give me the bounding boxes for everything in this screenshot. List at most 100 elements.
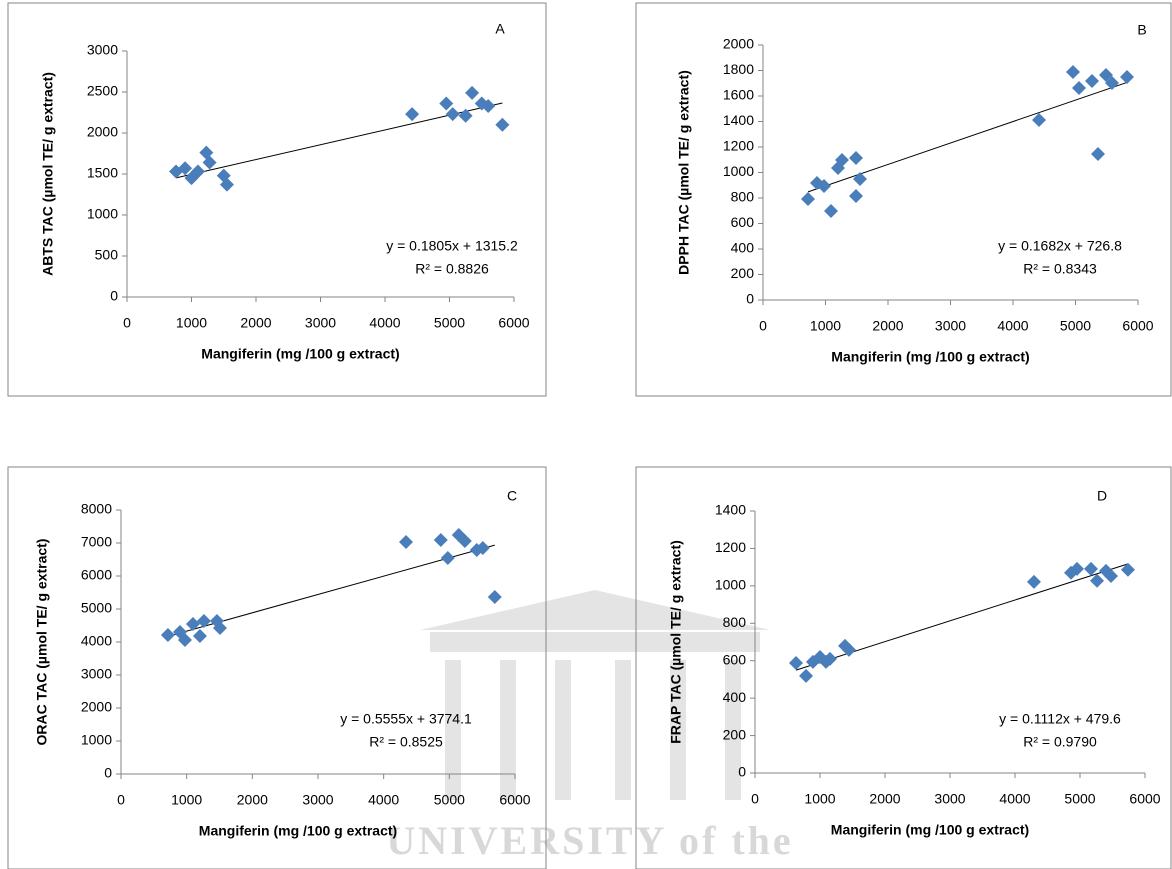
x-tick-label: 4000 bbox=[369, 315, 400, 331]
trendline-r-squared: R² = 0.8826 bbox=[415, 261, 489, 277]
data-point bbox=[457, 533, 472, 548]
y-axis-title: ORAC TAC (µmol TE/ g extract) bbox=[34, 539, 50, 746]
data-point bbox=[445, 107, 460, 122]
x-tick-label: 6000 bbox=[498, 315, 529, 331]
data-point bbox=[433, 532, 448, 547]
column bbox=[615, 660, 631, 800]
column bbox=[555, 660, 571, 800]
y-tick-label: 800 bbox=[731, 189, 755, 205]
chart-panel: 0 200 400 600 800 1000 1200 1400 1600 1800 2000 0 10… bbox=[635, 2, 1172, 397]
data-point bbox=[1090, 573, 1105, 588]
x-axis-title: Mangiferin (mg /100 g extract) bbox=[199, 823, 397, 839]
data-point bbox=[160, 628, 175, 643]
data-point bbox=[190, 164, 205, 179]
data-point bbox=[1091, 147, 1105, 162]
trendline-equation: y = 0.1682x + 726.8 bbox=[998, 238, 1122, 254]
y-tick-label: 1200 bbox=[715, 539, 746, 555]
data-point bbox=[823, 651, 838, 666]
data-point bbox=[841, 642, 856, 657]
data-point bbox=[799, 668, 814, 683]
y-tick-label: 600 bbox=[731, 214, 755, 230]
y-tick-label: 6000 bbox=[81, 567, 112, 583]
y-tick-label: 2000 bbox=[87, 124, 118, 140]
x-tick-label: 5000 bbox=[434, 315, 465, 331]
x-tick-label: 1000 bbox=[171, 792, 202, 808]
x-tick-label: 4000 bbox=[997, 318, 1028, 334]
data-point bbox=[1099, 67, 1113, 82]
y-tick-label: 5000 bbox=[81, 600, 112, 616]
watermark-text: UNIVERSITY of the bbox=[386, 818, 793, 863]
column bbox=[670, 660, 686, 800]
y-tick-label: 2000 bbox=[723, 36, 754, 52]
trendline-r-squared: R² = 0.8343 bbox=[1023, 261, 1097, 277]
y-tick-label: 200 bbox=[731, 265, 755, 281]
x-tick-label: 3000 bbox=[935, 318, 966, 334]
x-axis-title: Mangiferin (mg /100 g extract) bbox=[831, 349, 1029, 365]
y-tick-label: 1000 bbox=[81, 732, 112, 748]
data-point bbox=[178, 161, 193, 176]
x-tick-label: 6000 bbox=[499, 792, 530, 808]
y-tick-label: 2500 bbox=[87, 83, 118, 99]
data-point bbox=[1120, 562, 1135, 577]
data-point bbox=[202, 155, 217, 170]
panel-border bbox=[7, 466, 547, 869]
data-point bbox=[405, 107, 420, 122]
x-tick-label: 5000 bbox=[434, 792, 465, 808]
x-tick-label: 2000 bbox=[240, 315, 271, 331]
data-point bbox=[853, 172, 867, 187]
data-point bbox=[177, 632, 192, 647]
x-tick-label: 0 bbox=[751, 791, 759, 807]
x-tick-label: 0 bbox=[759, 318, 767, 334]
data-point bbox=[849, 150, 863, 165]
y-tick-label: 0 bbox=[110, 288, 118, 304]
y-tick-label: 1000 bbox=[715, 577, 746, 593]
y-tick-label: 1400 bbox=[723, 112, 754, 128]
column bbox=[725, 660, 741, 800]
y-tick-label: 3000 bbox=[87, 42, 118, 58]
panel-border bbox=[635, 2, 1172, 397]
chart-panel: 0 200 400 600 800 1000 1200 1400 0 1000 2000 3000 40… bbox=[635, 466, 1172, 869]
x-tick-label: 2000 bbox=[237, 792, 268, 808]
data-point bbox=[212, 621, 227, 636]
data-point bbox=[824, 204, 838, 219]
chart-panel: 0 500 1000 1500 2000 2500 3000 0 1000 2000 3000 400… bbox=[7, 2, 547, 397]
data-point bbox=[458, 108, 473, 123]
column bbox=[500, 660, 516, 800]
y-tick-label: 1000 bbox=[87, 206, 118, 222]
trendline-r-squared: R² = 0.8525 bbox=[369, 734, 443, 750]
trendline-equation: y = 0.1112x + 479.6 bbox=[999, 711, 1121, 727]
y-tick-label: 500 bbox=[95, 247, 119, 263]
data-point bbox=[440, 551, 455, 566]
trendline bbox=[807, 81, 1128, 193]
pediment bbox=[420, 590, 770, 630]
x-tick-label: 2000 bbox=[869, 791, 900, 807]
x-tick-label: 1000 bbox=[176, 315, 207, 331]
panel-label: D bbox=[1097, 488, 1107, 504]
x-tick-label: 1000 bbox=[804, 791, 835, 807]
x-tick-label: 5000 bbox=[1064, 791, 1095, 807]
y-tick-label: 4000 bbox=[81, 633, 112, 649]
y-tick-label: 1400 bbox=[715, 502, 746, 518]
y-axis-title: FRAP TAC (µmol TE/ g extract) bbox=[668, 540, 684, 744]
x-axis-title: Mangiferin (mg /100 g extract) bbox=[831, 822, 1029, 838]
panel-label: A bbox=[495, 21, 505, 37]
data-point bbox=[487, 589, 502, 604]
panel-label: C bbox=[507, 488, 517, 504]
y-tick-label: 3000 bbox=[81, 666, 112, 682]
data-point bbox=[817, 179, 831, 194]
x-axis-title: Mangiferin (mg /100 g extract) bbox=[201, 346, 399, 362]
data-point bbox=[219, 177, 234, 192]
y-tick-label: 400 bbox=[731, 240, 755, 256]
panel-border bbox=[635, 466, 1172, 869]
data-point bbox=[1026, 574, 1041, 589]
y-tick-label: 600 bbox=[723, 651, 747, 667]
data-point bbox=[398, 535, 413, 550]
y-tick-label: 400 bbox=[723, 689, 747, 705]
x-tick-label: 5000 bbox=[1060, 318, 1091, 334]
data-point bbox=[835, 153, 849, 168]
data-point bbox=[801, 192, 815, 207]
y-tick-label: 0 bbox=[104, 765, 112, 781]
y-tick-label: 800 bbox=[723, 614, 747, 630]
data-point bbox=[1070, 561, 1085, 576]
